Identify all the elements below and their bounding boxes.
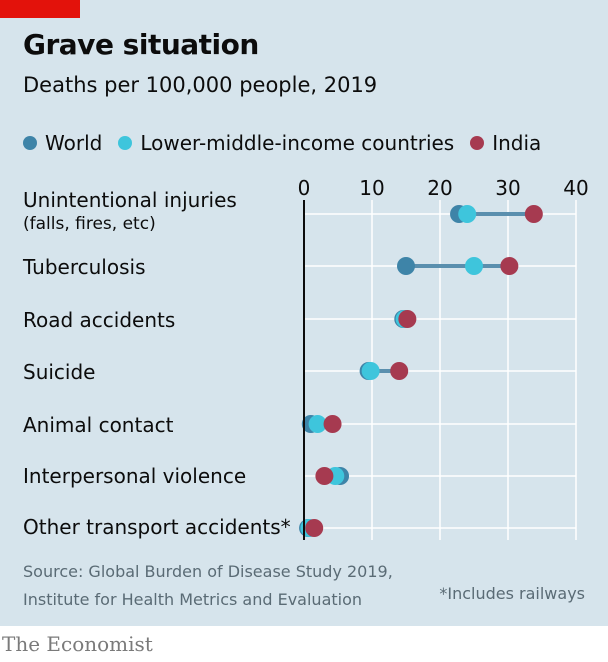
data-dots — [299, 205, 543, 537]
footnote: *Includes railways — [439, 584, 585, 603]
data-point-lower-middle-income-countries — [465, 257, 483, 275]
chart-subtitle: Deaths per 100,000 people, 2019 — [23, 73, 378, 97]
category-label-tuberculosis: Tuberculosis — [23, 255, 146, 279]
category-label-interpersonal-violence: Interpersonal violence — [23, 464, 247, 488]
legend-label-world: World — [45, 131, 103, 155]
category-label-text: Unintentional injuries — [23, 188, 237, 212]
legend-item-lmic: Lower-middle-income countries — [118, 131, 454, 155]
data-point-india — [323, 415, 342, 433]
data-point-lower-middle-income-countries — [308, 415, 327, 433]
source-line-2: Institute for Health Metrics and Evaluat… — [23, 590, 363, 609]
data-point-india — [500, 257, 519, 275]
data-point-india — [305, 519, 324, 537]
legend: World Lower-middle-income countries Indi… — [23, 128, 557, 158]
economist-logo-text: The Economist — [2, 632, 153, 656]
legend-dot-world — [23, 136, 37, 150]
brand-red-bar — [0, 0, 80, 18]
legend-dot-lmic — [118, 136, 133, 150]
data-point-lower-middle-income-countries — [458, 205, 477, 223]
legend-item-india: India — [470, 131, 541, 155]
legend-label-india: India — [492, 131, 542, 155]
data-point-india — [398, 310, 417, 328]
data-point-world — [397, 257, 415, 275]
x-tick-label: 40 — [563, 176, 588, 200]
category-label-unintentional-injuries: Unintentional injuries (falls, fires, et… — [23, 187, 237, 235]
x-tick-labels: 0 10 20 30 40 — [298, 176, 589, 200]
legend-item-world: World — [23, 131, 102, 155]
source-note: Source: Global Burden of Disease Study 2… — [23, 558, 393, 614]
category-label-road-accidents: Road accidents — [23, 308, 176, 332]
x-tick-label: 0 — [298, 176, 311, 200]
x-tick-label: 30 — [495, 176, 520, 200]
category-label-other-transport: Other transport accidents* — [23, 515, 291, 539]
dot-plot: 0 10 20 30 40 — [298, 176, 589, 540]
gridlines — [304, 200, 577, 540]
category-label-suicide: Suicide — [23, 360, 96, 384]
data-point-india — [524, 205, 543, 223]
x-tick-label: 10 — [359, 176, 384, 200]
category-label-animal-contact: Animal contact — [23, 413, 174, 437]
source-line-1: Source: Global Burden of Disease Study 2… — [23, 562, 393, 581]
chart-title: Grave situation — [23, 28, 259, 61]
data-point-india — [390, 362, 409, 380]
chart-panel: Grave situation Deaths per 100,000 peopl… — [0, 0, 608, 626]
x-tick-label: 20 — [427, 176, 452, 200]
legend-dot-india — [470, 136, 485, 150]
data-point-lower-middle-income-countries — [361, 362, 380, 380]
category-sublabel: (falls, fires, etc) — [23, 214, 156, 234]
legend-label-lmic: Lower-middle-income countries — [140, 131, 455, 155]
data-point-india — [315, 467, 334, 485]
